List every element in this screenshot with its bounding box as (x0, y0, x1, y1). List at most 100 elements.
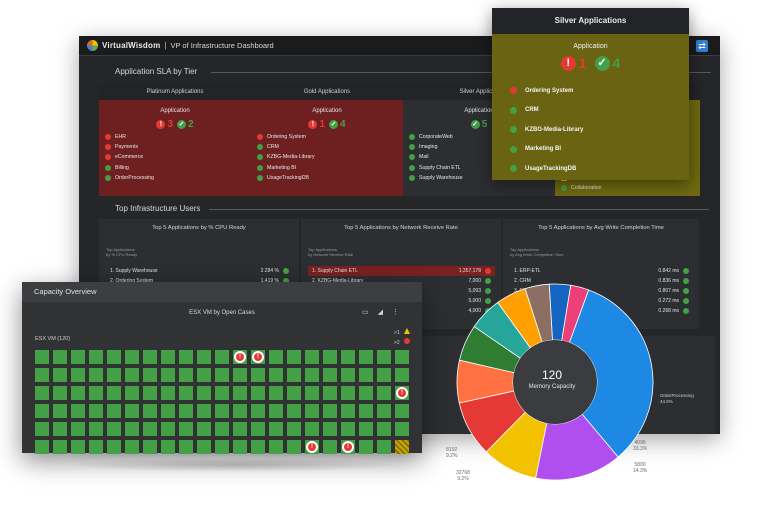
vm-cell[interactable] (395, 404, 409, 418)
list-item[interactable]: Billing (105, 163, 154, 173)
vm-cell[interactable] (323, 368, 337, 382)
vm-cell[interactable] (305, 368, 319, 382)
vm-cell[interactable] (89, 404, 103, 418)
vm-cell[interactable] (377, 404, 391, 418)
tier-card-gold[interactable]: Gold Applications Application ! 1 ✓ 4 Order… (251, 84, 403, 196)
donut-slice[interactable] (568, 289, 654, 458)
vm-cell[interactable] (341, 440, 355, 454)
vm-cell[interactable] (287, 404, 301, 418)
vm-cell[interactable] (251, 404, 265, 418)
list-item[interactable]: KZBG-Media-Library (510, 120, 583, 140)
vm-cell[interactable] (161, 440, 175, 454)
vm-cell[interactable] (35, 440, 49, 454)
vm-cell[interactable] (35, 350, 49, 364)
more-icon[interactable]: ⋮ (392, 309, 408, 316)
vm-cell[interactable] (215, 440, 229, 454)
list-item[interactable]: UsageTrackingDB (510, 159, 583, 179)
vm-cell[interactable] (89, 386, 103, 400)
list-item[interactable]: Supply Warehouse (409, 173, 463, 183)
table-row[interactable]: 1. Supply Chain ETL 1,357,178 (308, 266, 495, 276)
vm-cell[interactable] (359, 404, 373, 418)
vm-cell[interactable] (341, 386, 355, 400)
vm-cell[interactable] (179, 368, 193, 382)
table-row[interactable]: 5,093 (308, 286, 495, 296)
vm-cell[interactable] (341, 368, 355, 382)
vm-cell[interactable] (305, 350, 319, 364)
list-item[interactable]: CorporateWeb (409, 132, 463, 142)
table-row[interactable]: 1. Supply Warehouse 2.284 % (106, 266, 293, 276)
vm-cell[interactable] (179, 386, 193, 400)
vm-cell[interactable] (305, 422, 319, 436)
list-item[interactable]: Supply Chain ETL (409, 163, 463, 173)
vm-cell[interactable] (233, 368, 247, 382)
table-row[interactable]: 1. ERP-ETL 0.842 ms (510, 266, 693, 276)
vm-cell[interactable] (215, 368, 229, 382)
vm-cell[interactable] (161, 404, 175, 418)
table-row[interactable]: 2. Ordering System 1.419 % (106, 276, 293, 286)
list-item[interactable]: Marketing BI (510, 140, 583, 160)
vm-cell[interactable] (287, 440, 301, 454)
vm-cell[interactable] (161, 350, 175, 364)
table-row[interactable]: 0.268 ms (510, 306, 693, 316)
vm-cell[interactable] (323, 404, 337, 418)
vm-cell[interactable] (287, 422, 301, 436)
silver-applications-popup[interactable]: Silver Applications Application ! 1 ✓ 4 Ord… (492, 8, 689, 180)
vm-cell[interactable] (269, 350, 283, 364)
vm-cell[interactable] (107, 386, 121, 400)
vm-cell[interactable] (71, 440, 85, 454)
vm-cell[interactable] (359, 368, 373, 382)
vm-cell[interactable] (377, 440, 391, 454)
vm-cell[interactable] (305, 404, 319, 418)
vm-cell[interactable] (107, 350, 121, 364)
list-item[interactable]: Imaging (409, 142, 463, 152)
vm-cell[interactable] (233, 440, 247, 454)
vm-cell[interactable] (377, 368, 391, 382)
list-item[interactable]: UsageTrackingDB (257, 173, 315, 183)
vm-cell[interactable] (71, 368, 85, 382)
vm-cell[interactable] (107, 440, 121, 454)
vm-cell[interactable] (395, 350, 409, 364)
vm-cell[interactable] (323, 422, 337, 436)
list-item[interactable]: CRM (510, 101, 583, 121)
list-item[interactable]: Collaboration (561, 183, 602, 193)
vm-cell[interactable] (305, 386, 319, 400)
vm-cell[interactable] (341, 350, 355, 364)
vm-cell[interactable] (287, 350, 301, 364)
vm-cell[interactable] (251, 440, 265, 454)
vm-cell[interactable] (71, 422, 85, 436)
vm-cell[interactable] (359, 386, 373, 400)
vm-cell[interactable] (179, 350, 193, 364)
vm-cell[interactable] (125, 368, 139, 382)
vm-cell[interactable] (143, 440, 157, 454)
vm-cell[interactable] (89, 422, 103, 436)
vm-cell[interactable] (35, 404, 49, 418)
vm-cell[interactable] (71, 386, 85, 400)
vm-cell[interactable] (269, 368, 283, 382)
vm-cell[interactable] (143, 404, 157, 418)
vm-cell[interactable] (197, 404, 211, 418)
vm-cell[interactable] (287, 368, 301, 382)
vm-cell[interactable] (323, 386, 337, 400)
refresh-button[interactable]: ⇄ (696, 40, 708, 52)
vm-cell[interactable] (377, 422, 391, 436)
vm-cell[interactable] (215, 350, 229, 364)
vm-cell[interactable] (197, 350, 211, 364)
list-item[interactable]: eCommerce (105, 152, 154, 162)
vm-cell[interactable] (197, 422, 211, 436)
vm-cell[interactable] (395, 422, 409, 436)
vm-cell[interactable] (179, 404, 193, 418)
vm-cell[interactable] (377, 350, 391, 364)
vm-cell[interactable] (359, 422, 373, 436)
vm-cell[interactable] (143, 368, 157, 382)
vm-cell[interactable] (53, 368, 67, 382)
vm-cell[interactable] (53, 350, 67, 364)
vm-cell[interactable] (197, 386, 211, 400)
vm-cell[interactable] (161, 386, 175, 400)
vm-cell[interactable] (341, 404, 355, 418)
vm-cell[interactable] (161, 422, 175, 436)
table-row[interactable]: 0.272 ms (510, 296, 693, 306)
list-item[interactable]: Ordering System (510, 81, 583, 101)
vm-cell[interactable] (233, 422, 247, 436)
vm-cell[interactable] (125, 404, 139, 418)
vm-cell[interactable] (53, 404, 67, 418)
